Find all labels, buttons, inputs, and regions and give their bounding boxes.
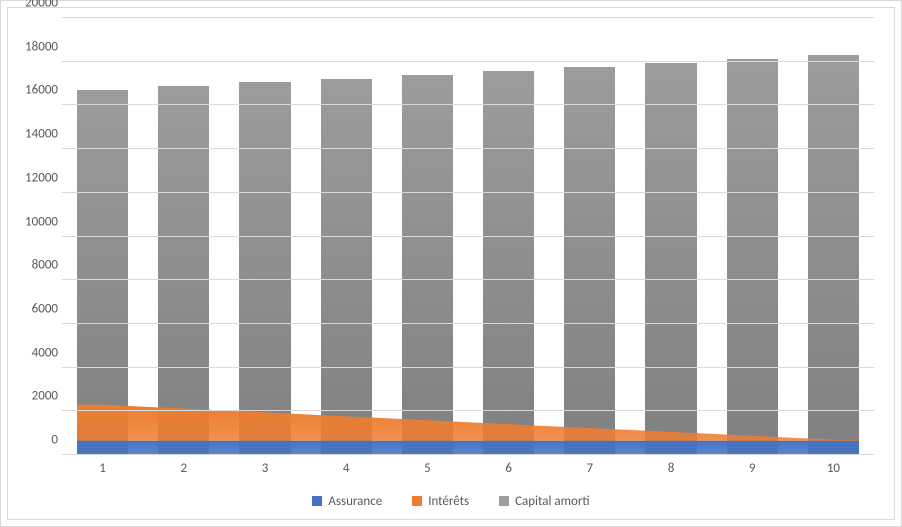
- grid-line: [62, 236, 874, 237]
- area-layer: [62, 18, 874, 455]
- y-tick-label: 10000: [25, 214, 58, 229]
- y-tick-label: 14000: [25, 127, 58, 142]
- y-tick-label: 8000: [32, 258, 58, 273]
- grid-area: [62, 18, 874, 455]
- x-tick-label: 5: [387, 455, 468, 483]
- grid-line: [62, 148, 874, 149]
- x-tick-label: 8: [630, 455, 711, 483]
- x-tick-label: 1: [62, 455, 143, 483]
- y-tick-label: 16000: [25, 83, 58, 98]
- grid-line: [62, 454, 874, 455]
- x-tick-label: 3: [224, 455, 305, 483]
- x-tick-label: 6: [468, 455, 549, 483]
- legend-item-interets: Intérêts: [412, 494, 469, 509]
- grid-line: [62, 104, 874, 105]
- legend: Assurance Intérêts Capital amorti: [8, 483, 894, 519]
- y-tick-label: 0: [51, 433, 58, 448]
- legend-label: Assurance: [328, 494, 382, 509]
- stacked-area-svg: [62, 18, 874, 455]
- x-tick-label: 7: [549, 455, 630, 483]
- y-tick-label: 18000: [25, 39, 58, 54]
- plot-area: 0 2000 4000 6000 8000 10000 12000 14000 16000 180…: [7, 7, 895, 520]
- y-tick-label: 2000: [32, 389, 58, 404]
- x-tick-label: 2: [143, 455, 224, 483]
- legend-swatch: [499, 496, 509, 506]
- grid-line: [62, 410, 874, 411]
- grid-line: [62, 323, 874, 324]
- y-tick-label: 20000: [25, 0, 58, 11]
- legend-item-capital_amorti: Capital amorti: [499, 494, 590, 509]
- x-tick-label: 10: [793, 455, 874, 483]
- y-tick-label: 12000: [25, 170, 58, 185]
- grid-line: [62, 367, 874, 368]
- y-tick-label: 6000: [32, 301, 58, 316]
- chart-frame: 0 2000 4000 6000 8000 10000 12000 14000 16000 180…: [0, 0, 902, 527]
- y-tick-label: 4000: [32, 345, 58, 360]
- grid-line: [62, 279, 874, 280]
- y-axis: 0 2000 4000 6000 8000 10000 12000 14000 16000 180…: [16, 18, 62, 455]
- legend-item-assurance: Assurance: [312, 494, 382, 509]
- x-tick-label: 4: [306, 455, 387, 483]
- grid-line: [62, 61, 874, 62]
- x-axis: 12345678910: [8, 455, 894, 483]
- grid-line: [62, 192, 874, 193]
- x-tick-label: 9: [712, 455, 793, 483]
- plot-main: 0 2000 4000 6000 8000 10000 12000 14000 16000 180…: [8, 8, 894, 455]
- area-assurance: [77, 441, 859, 455]
- legend-swatch: [412, 496, 422, 506]
- grid-line: [62, 17, 874, 18]
- legend-swatch: [312, 496, 322, 506]
- legend-label: Capital amorti: [515, 494, 590, 509]
- legend-label: Intérêts: [428, 494, 469, 509]
